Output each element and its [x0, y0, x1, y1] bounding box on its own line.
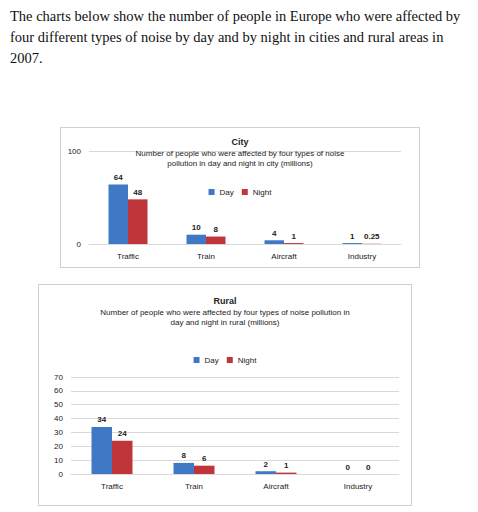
svg-text:Aircraft: Aircraft: [263, 482, 289, 491]
svg-text:4: 4: [272, 229, 277, 238]
svg-text:40: 40: [54, 414, 63, 423]
svg-text:1: 1: [292, 232, 297, 241]
svg-text:24: 24: [118, 429, 127, 438]
svg-text:Night: Night: [238, 356, 257, 365]
svg-text:6: 6: [202, 454, 207, 463]
svg-text:8: 8: [182, 451, 187, 460]
svg-text:Industry: Industry: [344, 482, 372, 491]
svg-text:20: 20: [54, 442, 63, 451]
svg-text:day and night in rural (millio: day and night in rural (millions): [171, 318, 280, 327]
svg-text:0: 0: [346, 463, 351, 472]
svg-text:10: 10: [192, 223, 201, 232]
svg-text:1: 1: [350, 232, 355, 241]
svg-text:pollution in day and night in: pollution in day and night in city (mill…: [167, 159, 313, 168]
svg-text:8: 8: [214, 225, 219, 234]
html-text:The charts below show the numb: The charts below show the number of peop…: [10, 8, 461, 66]
svg-text:Night: Night: [253, 188, 272, 197]
svg-text:City: City: [231, 137, 248, 147]
svg-text:0.25: 0.25: [364, 232, 380, 241]
svg-text:60: 60: [54, 386, 63, 395]
svg-text:Aircraft: Aircraft: [271, 252, 297, 261]
svg-text:10: 10: [54, 456, 63, 465]
svg-text:Traffic: Traffic: [101, 482, 123, 491]
svg-text:Number of people who were affe: Number of people who were affected by fo…: [136, 149, 345, 158]
svg-text:0: 0: [59, 470, 64, 479]
svg-text:64: 64: [114, 173, 123, 182]
svg-text:0: 0: [366, 463, 371, 472]
svg-text:Traffic: Traffic: [117, 252, 139, 261]
svg-text:70: 70: [54, 373, 63, 382]
svg-text:2: 2: [264, 460, 269, 469]
svg-text:Industry: Industry: [348, 252, 376, 261]
svg-text:50: 50: [54, 400, 63, 409]
svg-text:Rural: Rural: [213, 296, 236, 306]
svg-text:Number of people who were affe: Number of people who were affected by fo…: [100, 308, 349, 317]
svg-text:48: 48: [133, 188, 142, 197]
svg-text:100: 100: [68, 147, 82, 156]
svg-text:Train: Train: [185, 482, 203, 491]
svg-text:34: 34: [97, 415, 106, 424]
svg-text:1: 1: [284, 461, 289, 470]
svg-text:Train: Train: [197, 252, 215, 261]
svg-text:30: 30: [54, 428, 63, 437]
svg-text:Day: Day: [220, 188, 234, 197]
svg-text:Day: Day: [205, 356, 219, 365]
svg-text:0: 0: [77, 240, 82, 249]
